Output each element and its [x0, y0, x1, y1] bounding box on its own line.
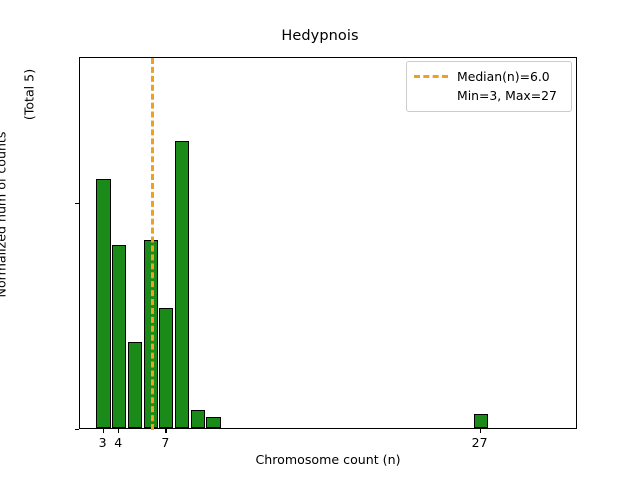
x-tick-mark — [118, 429, 120, 433]
bar — [143, 240, 158, 428]
bar — [96, 179, 111, 428]
x-axis-label: Chromosome count (n) — [255, 452, 401, 467]
x-tick-mark — [479, 429, 481, 433]
x-tick-label: 27 — [471, 435, 488, 450]
bar — [206, 416, 221, 428]
median-line-layer — [80, 58, 576, 430]
plot-area — [79, 57, 577, 430]
median-line — [150, 58, 154, 430]
x-tick-label: 4 — [114, 435, 123, 450]
x-axis: 3 4 7 27 — [79, 429, 577, 459]
legend-label: Min=3, Max=27 — [457, 88, 557, 103]
legend-entry: Min=3, Max=27 — [414, 86, 564, 105]
bar — [175, 140, 190, 428]
x-tick-label: 7 — [161, 435, 170, 450]
y-axis: Normalized num of counts (Total 5) 01 — [0, 57, 577, 431]
x-tick-label: 3 — [98, 435, 107, 450]
page-title: Hedypnois — [281, 28, 359, 44]
x-tick-mark — [102, 429, 104, 433]
y-axis-label: Normalized num of counts — [0, 131, 9, 298]
bar — [112, 244, 127, 428]
y-tick-mark — [75, 202, 79, 205]
legend: Median(n)=6.0 Min=3, Max=27 — [406, 61, 572, 112]
bar — [190, 409, 205, 428]
bars-layer — [80, 58, 576, 428]
bar — [127, 342, 143, 428]
y-axis-total-label: (Total 5) — [21, 68, 37, 121]
legend-dashed-line-icon — [414, 75, 448, 78]
bar — [473, 414, 488, 428]
x-tick-mark — [165, 429, 167, 433]
legend-label: Median(n)=6.0 — [457, 69, 550, 84]
bar — [159, 308, 174, 428]
y-tick-mark — [75, 429, 79, 431]
legend-entry: Median(n)=6.0 — [414, 67, 564, 86]
